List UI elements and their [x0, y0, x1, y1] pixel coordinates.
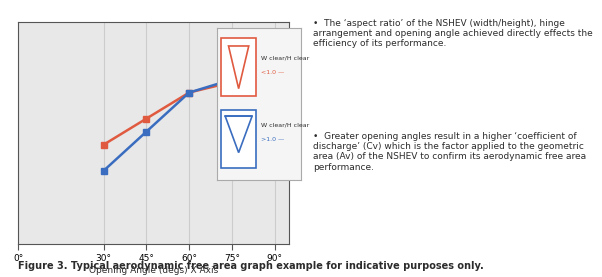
Text: >1.0 —: >1.0 —	[261, 137, 284, 142]
Text: •  Greater opening angles result in a higher ‘coefficient of discharge’ (Cv) whi: • Greater opening angles result in a hig…	[313, 132, 586, 172]
FancyBboxPatch shape	[221, 38, 256, 96]
Text: Figure 3. Typical aerodynamic free area graph example for indicative purposes on: Figure 3. Typical aerodynamic free area …	[18, 261, 484, 271]
X-axis label: Opening Angle (degs) X Axis: Opening Angle (degs) X Axis	[89, 266, 218, 275]
Text: W clear/H clear: W clear/H clear	[261, 55, 309, 60]
FancyBboxPatch shape	[221, 110, 256, 168]
Text: W clear/H clear: W clear/H clear	[261, 122, 309, 127]
Text: <1.0 —: <1.0 —	[261, 70, 284, 75]
Text: •  The ‘aspect ratio’ of the NSHEV (width/height), hinge arrangement and opening: • The ‘aspect ratio’ of the NSHEV (width…	[313, 19, 593, 48]
